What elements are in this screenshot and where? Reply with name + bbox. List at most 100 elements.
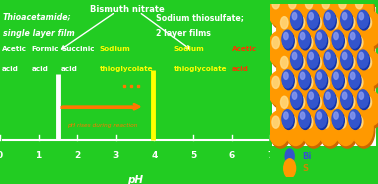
Circle shape xyxy=(327,51,349,86)
Circle shape xyxy=(355,37,363,49)
Circle shape xyxy=(345,14,367,49)
Circle shape xyxy=(344,51,365,86)
Circle shape xyxy=(302,0,323,26)
Circle shape xyxy=(272,37,279,49)
Circle shape xyxy=(334,72,338,79)
Circle shape xyxy=(314,17,321,29)
Text: 2 layer films: 2 layer films xyxy=(156,29,211,38)
Circle shape xyxy=(350,32,361,50)
Circle shape xyxy=(299,110,310,128)
Circle shape xyxy=(270,0,291,29)
Circle shape xyxy=(336,74,358,108)
Circle shape xyxy=(280,17,288,29)
Circle shape xyxy=(277,91,298,126)
Circle shape xyxy=(287,34,308,68)
Circle shape xyxy=(317,72,322,79)
Circle shape xyxy=(326,13,330,20)
Circle shape xyxy=(352,31,373,66)
Circle shape xyxy=(355,0,363,9)
Circle shape xyxy=(307,10,318,28)
Circle shape xyxy=(326,92,330,99)
Circle shape xyxy=(349,70,360,88)
Circle shape xyxy=(335,0,356,26)
Circle shape xyxy=(310,91,332,126)
Circle shape xyxy=(283,72,294,90)
Circle shape xyxy=(324,50,335,68)
Circle shape xyxy=(287,0,308,29)
Circle shape xyxy=(268,111,290,146)
Circle shape xyxy=(291,92,303,109)
Text: Formic: Formic xyxy=(32,45,59,52)
Circle shape xyxy=(285,71,306,106)
Circle shape xyxy=(322,0,330,9)
Circle shape xyxy=(353,74,375,108)
Circle shape xyxy=(353,0,375,29)
Circle shape xyxy=(344,91,365,126)
Circle shape xyxy=(333,112,344,129)
Circle shape xyxy=(331,56,338,69)
Circle shape xyxy=(303,34,325,68)
Circle shape xyxy=(325,52,336,70)
Circle shape xyxy=(292,52,297,59)
Circle shape xyxy=(324,90,335,108)
Circle shape xyxy=(305,37,313,49)
Circle shape xyxy=(357,90,369,108)
Circle shape xyxy=(303,114,325,148)
Text: Sodium thiosulfate;: Sodium thiosulfate; xyxy=(156,13,244,22)
Circle shape xyxy=(284,32,288,40)
Circle shape xyxy=(342,92,347,99)
Circle shape xyxy=(322,116,330,128)
Text: 6: 6 xyxy=(229,151,235,160)
Circle shape xyxy=(309,52,313,59)
Text: Thioacetamide;: Thioacetamide; xyxy=(3,13,72,22)
Circle shape xyxy=(322,76,330,89)
Circle shape xyxy=(278,14,300,49)
Circle shape xyxy=(342,52,347,59)
Circle shape xyxy=(349,30,360,48)
Circle shape xyxy=(288,116,296,128)
Circle shape xyxy=(350,32,355,40)
Circle shape xyxy=(347,56,355,69)
Text: Sodium: Sodium xyxy=(100,45,130,52)
Circle shape xyxy=(332,70,343,88)
Circle shape xyxy=(284,112,288,119)
Circle shape xyxy=(293,11,315,46)
Circle shape xyxy=(299,30,310,48)
Circle shape xyxy=(302,111,323,146)
Circle shape xyxy=(358,12,370,30)
Circle shape xyxy=(284,72,288,79)
Circle shape xyxy=(278,94,300,128)
Circle shape xyxy=(302,71,323,106)
Circle shape xyxy=(309,13,313,20)
Circle shape xyxy=(336,114,358,148)
Circle shape xyxy=(309,92,313,99)
Circle shape xyxy=(324,10,335,28)
Circle shape xyxy=(320,114,341,148)
Circle shape xyxy=(350,112,361,129)
Text: single layer film: single layer film xyxy=(3,29,75,38)
Circle shape xyxy=(291,50,302,68)
Circle shape xyxy=(301,112,305,119)
Circle shape xyxy=(297,96,305,108)
Circle shape xyxy=(341,10,352,28)
Circle shape xyxy=(314,96,321,108)
Text: Acetic: Acetic xyxy=(232,45,257,52)
Circle shape xyxy=(295,54,317,89)
Circle shape xyxy=(320,34,341,68)
Circle shape xyxy=(283,32,294,50)
Circle shape xyxy=(288,0,296,9)
Circle shape xyxy=(350,112,355,119)
Circle shape xyxy=(315,70,327,88)
Circle shape xyxy=(357,10,369,28)
Circle shape xyxy=(300,72,311,90)
Circle shape xyxy=(295,94,317,128)
Text: thioglycolate: thioglycolate xyxy=(174,66,227,72)
Circle shape xyxy=(318,111,340,146)
Circle shape xyxy=(284,159,296,178)
Circle shape xyxy=(347,17,355,29)
Circle shape xyxy=(344,11,365,46)
Circle shape xyxy=(342,92,353,109)
Text: 0: 0 xyxy=(0,151,3,160)
Circle shape xyxy=(310,51,332,86)
Circle shape xyxy=(297,17,305,29)
